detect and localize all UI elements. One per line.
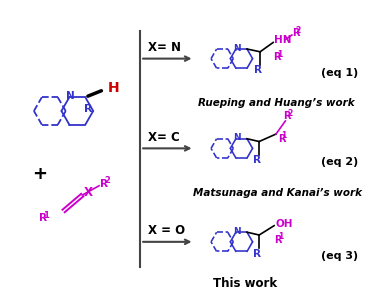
Text: X= C: X= C (148, 131, 180, 144)
Text: (eq 3): (eq 3) (321, 251, 358, 261)
Text: R: R (274, 235, 281, 245)
Text: X= N: X= N (148, 41, 181, 54)
Text: N: N (233, 227, 241, 236)
Text: +: + (32, 165, 47, 183)
Text: 1: 1 (43, 211, 49, 220)
Text: This work: This work (213, 278, 277, 290)
Text: N: N (233, 133, 241, 142)
Text: X = O: X = O (148, 224, 185, 237)
Text: Rueping and Huang’s work: Rueping and Huang’s work (198, 99, 355, 108)
Text: 1: 1 (281, 131, 287, 140)
Text: R: R (84, 104, 93, 115)
Text: 2: 2 (296, 26, 301, 35)
Text: R: R (283, 111, 291, 121)
Text: (eq 1): (eq 1) (321, 68, 358, 78)
Text: N: N (66, 91, 75, 101)
Text: HN: HN (274, 35, 292, 45)
Text: R: R (253, 249, 261, 259)
Text: H: H (108, 81, 119, 95)
Text: R: R (292, 28, 299, 38)
Text: R: R (278, 134, 285, 144)
Text: Matsunaga and Kanai’s work: Matsunaga and Kanai’s work (194, 188, 363, 198)
Text: R: R (273, 52, 281, 62)
Text: R: R (254, 65, 262, 76)
Text: 2: 2 (104, 176, 110, 185)
Text: (eq 2): (eq 2) (321, 157, 358, 167)
Text: OH: OH (275, 219, 292, 229)
Text: R: R (39, 213, 47, 223)
Text: R: R (253, 155, 261, 165)
Text: X: X (84, 186, 93, 199)
Text: 2: 2 (287, 109, 292, 118)
Text: 1: 1 (277, 50, 282, 59)
Text: R: R (100, 179, 108, 189)
Text: 1: 1 (278, 232, 283, 241)
Text: N: N (233, 44, 241, 52)
